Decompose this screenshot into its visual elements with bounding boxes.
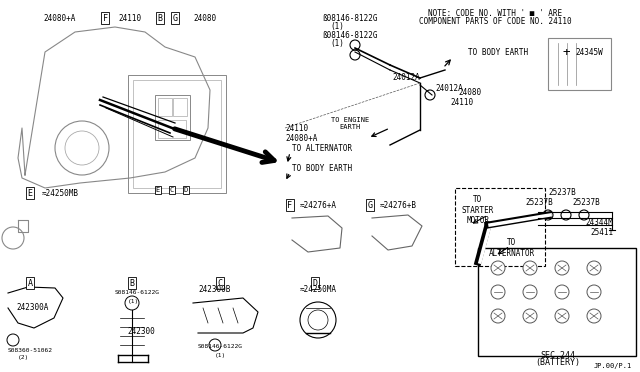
Text: E: E [28,189,33,198]
Text: 24080: 24080 [458,87,481,96]
Text: 24012A: 24012A [435,83,463,93]
Text: A: A [28,279,33,288]
Text: TO ENGINE
EARTH: TO ENGINE EARTH [331,116,369,129]
Text: 242300: 242300 [127,327,155,337]
Text: NOTE: CODE NO. WITH ' ■ ' ARE: NOTE: CODE NO. WITH ' ■ ' ARE [428,9,562,17]
Text: 24110: 24110 [118,13,141,22]
Text: TO
STARTER
MOTOR: TO STARTER MOTOR [462,195,494,225]
Text: G: G [173,13,177,22]
Text: 24080+A: 24080+A [285,134,317,142]
Text: ß08146-8122G: ß08146-8122G [322,13,378,22]
Bar [478,248,636,356]
Text: D: D [312,279,317,288]
Text: F: F [287,201,292,209]
Circle shape [587,309,601,323]
Circle shape [523,261,537,275]
Text: ≂24250MA: ≂24250MA [300,285,337,295]
Circle shape [587,285,601,299]
Circle shape [555,285,569,299]
Text: 25237B: 25237B [572,198,600,206]
Bar [155,95,190,140]
Text: C: C [218,279,223,288]
Text: ≂24276+A: ≂24276+A [300,201,337,209]
Text: F: F [102,13,108,22]
Bar [128,75,226,193]
Text: 25237B: 25237B [548,187,576,196]
Bar [173,98,187,116]
Bar [133,80,221,188]
Text: 24110: 24110 [450,97,473,106]
Text: S08146-6122G: S08146-6122G [115,291,160,295]
Text: E: E [156,187,160,193]
Text: JP.00/P.1: JP.00/P.1 [594,363,632,369]
Text: 25237B: 25237B [525,198,553,206]
Text: TO
ALTERNATOR: TO ALTERNATOR [489,238,535,258]
Bar [158,98,172,116]
Text: 24110: 24110 [285,124,308,132]
Text: 24012A: 24012A [392,73,420,81]
Text: S08360-51062: S08360-51062 [8,347,53,353]
Text: D: D [184,187,188,193]
Circle shape [491,261,505,275]
Text: B: B [129,279,134,288]
Text: (1): (1) [128,298,140,304]
Circle shape [523,309,537,323]
Text: ≂24250MB: ≂24250MB [42,189,79,198]
Text: (1): (1) [330,38,344,48]
Text: 24080: 24080 [193,13,216,22]
Text: G: G [367,201,372,209]
Text: B: B [157,13,163,22]
Bar [158,120,186,138]
Text: TO BODY EARTH: TO BODY EARTH [468,48,528,57]
Text: S08146-6122G: S08146-6122G [198,344,243,350]
Text: 24345W: 24345W [575,48,603,57]
Text: TO BODY EARTH: TO BODY EARTH [292,164,352,173]
Text: C: C [170,187,174,193]
Text: 242300A: 242300A [16,304,49,312]
Text: SEC.244: SEC.244 [541,350,575,359]
Circle shape [523,285,537,299]
Circle shape [555,261,569,275]
Text: 24080+A: 24080+A [44,13,76,22]
Circle shape [587,261,601,275]
Text: +: + [563,45,570,58]
Bar [455,188,545,266]
Text: TO ALTERNATOR: TO ALTERNATOR [292,144,352,153]
Text: ≂24276+B: ≂24276+B [380,201,417,209]
Text: 242300B: 242300B [198,285,230,295]
Text: (BATTERY): (BATTERY) [536,359,580,368]
Circle shape [491,285,505,299]
Text: (1): (1) [330,22,344,31]
Circle shape [491,309,505,323]
Text: 25411: 25411 [590,228,613,237]
Text: 24344M: 24344M [585,218,612,227]
Text: (2): (2) [18,356,29,360]
Text: ß08146-8122G: ß08146-8122G [322,31,378,39]
Circle shape [555,309,569,323]
Text: (1): (1) [215,353,227,357]
Text: COMPONENT PARTS OF CODE NO. 24110: COMPONENT PARTS OF CODE NO. 24110 [419,16,572,26]
Bar [548,38,611,90]
